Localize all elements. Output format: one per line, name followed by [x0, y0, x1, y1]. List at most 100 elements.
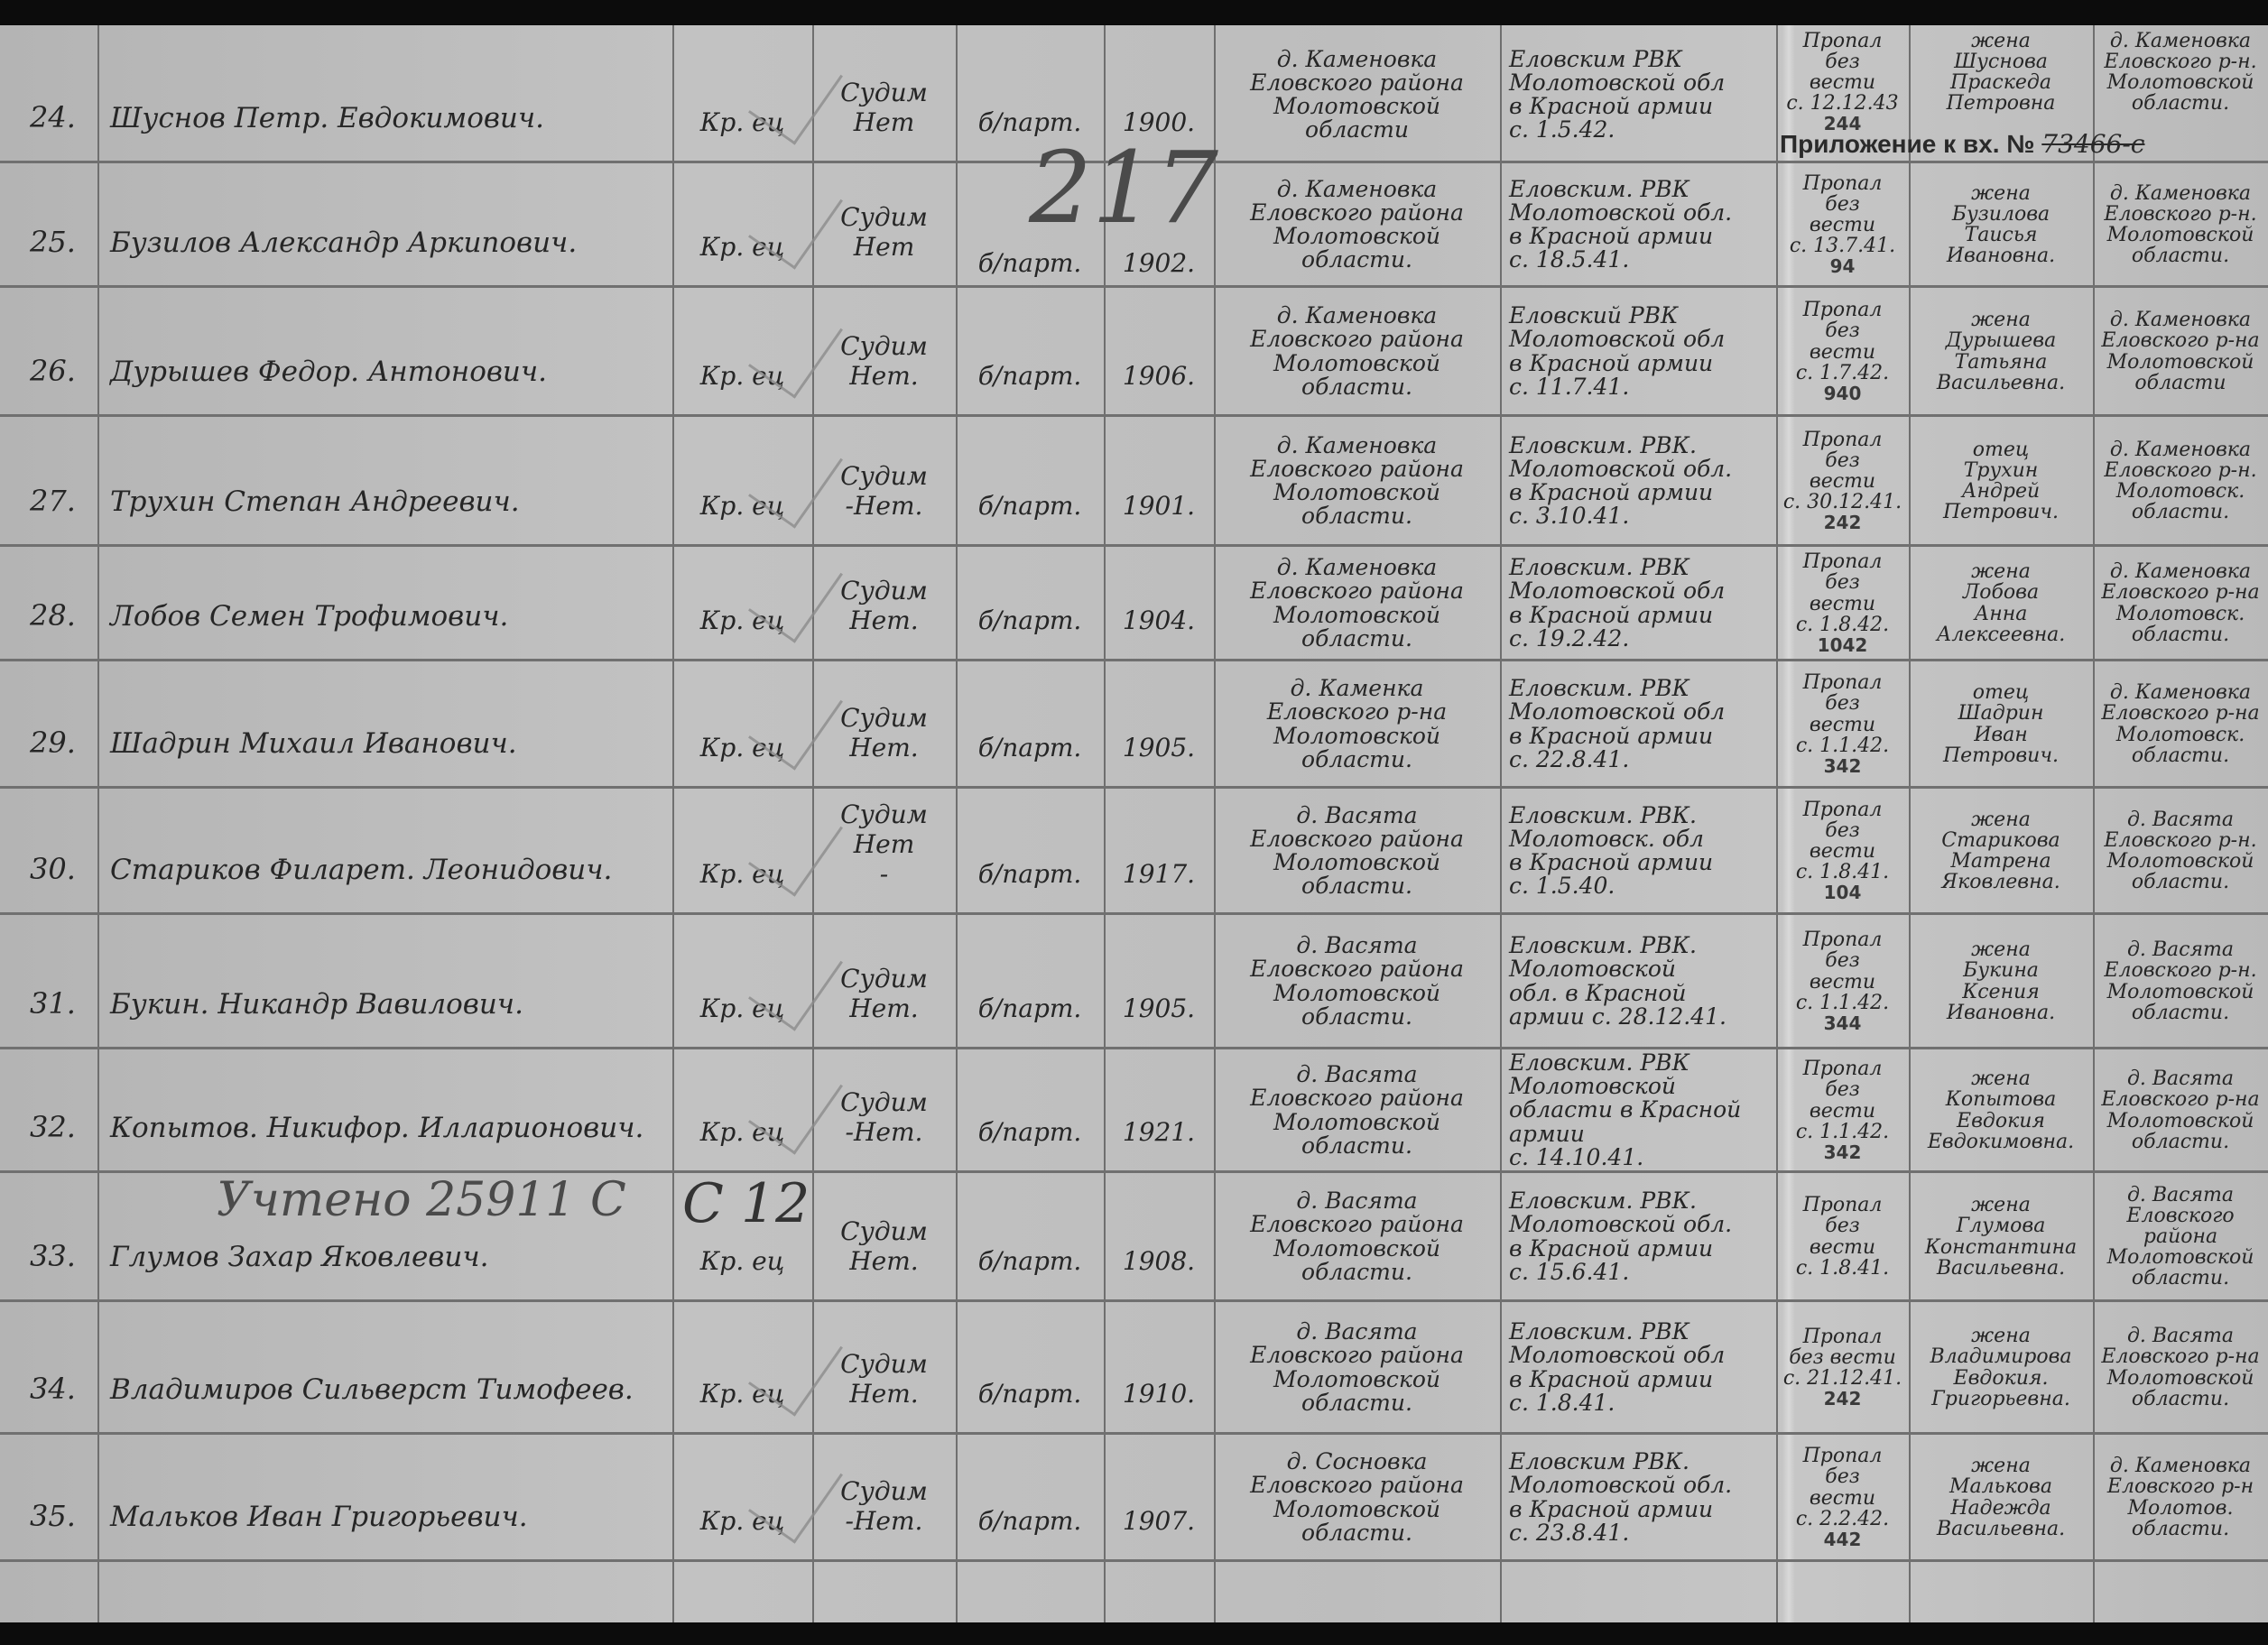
- fate-cell: Пропал без вести с. 1.7.42. 940: [1776, 291, 1909, 412]
- relative-cell: отец Шадрин Иван Петрович.: [1909, 664, 2093, 784]
- draft-info-cell: Еловским. РВК Молотовской обл в Красной …: [1500, 664, 1776, 784]
- draft-info-cell: Еловским РВК. Молотовской обл. в Красной…: [1500, 1437, 1776, 1557]
- fate: Пропал без вести с. 1.1.42.: [1795, 671, 1890, 757]
- birthplace-cell: д. Васята Еловского района Молотовской о…: [1214, 1305, 1500, 1430]
- birth-year: 1906.: [1122, 360, 1196, 391]
- record-code: 94: [1829, 255, 1856, 278]
- party-membership: б/парт.: [977, 732, 1082, 762]
- relative-address: д. Каменовка Еловского р-н Молотов. обла…: [2106, 1455, 2254, 1540]
- birthplace: д. Каменовка Еловского района Молотовско…: [1250, 175, 1464, 273]
- row-number-cell: 30.: [17, 791, 97, 910]
- birthplace: д. Васята Еловского района Молотовской о…: [1250, 1318, 1464, 1416]
- column-divider: [97, 25, 99, 1622]
- draft-info-cell: Еловским. РВК. Молотовской обл. в Красно…: [1500, 1176, 1776, 1298]
- row-number: 34.: [30, 1372, 76, 1407]
- birth-year-cell: 1908.: [1104, 1176, 1214, 1298]
- birth-year-cell: 1900.: [1104, 31, 1214, 159]
- relative: жена Владимирова Евдокия. Григорьевна.: [1930, 1325, 2072, 1410]
- birth-year-cell: 1921.: [1104, 1052, 1214, 1169]
- social-status-cell: Кр. ец: [672, 166, 812, 283]
- party-membership-cell: б/парт.: [956, 1437, 1104, 1557]
- draft-info: Еловским. РВК Молотовской обл в Красной …: [1509, 1318, 1726, 1416]
- relative-address-cell: д. Каменовка Еловского р-н. Молотовской …: [2093, 166, 2268, 283]
- person-name: Копытов. Никифор. Илларионович.: [110, 1112, 644, 1145]
- relative: отец Трухин Андрей Петрович.: [1942, 438, 2060, 524]
- fate-cell: Пропал без вести с. 1.8.41. 104: [1776, 791, 1909, 910]
- birth-year: 1907.: [1122, 1505, 1196, 1536]
- relative: жена Старикова Матрена Яковлевна.: [1941, 808, 2060, 894]
- column-divider: [1214, 25, 1216, 1622]
- circled-mark: С 12: [682, 1172, 810, 1235]
- draft-info-cell: Еловским. РВК Молотовской области в Крас…: [1500, 1050, 1776, 1169]
- party-membership-cell: б/парт.: [956, 918, 1104, 1045]
- column-divider: [812, 25, 814, 1622]
- relative-address-cell: д. Каменовка Еловского р-на Молотовской …: [2093, 291, 2268, 412]
- birthplace-cell: д. Каменовка Еловского района Молотовско…: [1214, 550, 1500, 657]
- row-divider: [0, 1432, 2268, 1435]
- column-divider: [1776, 25, 1778, 1622]
- person-name-cell: Дурышев Федор. Антонович.: [97, 291, 672, 412]
- relative: жена Шуснова Праскеда Петровна: [1946, 30, 2056, 116]
- row-divider: [0, 1170, 2268, 1173]
- draft-info: Еловским. РВК. Молотовской обл. в Красно…: [1509, 1188, 1733, 1285]
- stamp-label: Приложение к вх. №: [1780, 130, 2035, 158]
- social-status-cell: Кр. ец: [672, 791, 812, 910]
- birthplace: д. Каменовка Еловского района Молотовско…: [1250, 45, 1464, 143]
- conviction-cell: Судим -Нет.: [812, 1052, 956, 1169]
- conviction: Судим Нет.: [840, 1215, 928, 1276]
- birth-year: 1905.: [1122, 732, 1196, 762]
- conviction: Судим -Нет.: [840, 1086, 928, 1147]
- relative-address-cell: д. Васята Еловского р-на Молотовской обл…: [2093, 1052, 2268, 1169]
- conviction-cell: Судим Нет.: [812, 550, 956, 657]
- birthplace-cell: д. Васята Еловского района Молотовской о…: [1214, 1176, 1500, 1298]
- accounted-note: Учтено 25911 С: [217, 1173, 626, 1227]
- draft-info: Еловским. РВК. Молотовской обл. в Красно…: [1509, 932, 1726, 1030]
- conviction-cell: Судим Нет.: [812, 918, 956, 1045]
- relative-cell: жена Букина Ксения Ивановна.: [1909, 918, 2093, 1045]
- birthplace: д. Каменовка Еловского района Молотовско…: [1250, 302, 1464, 400]
- record-code: 342: [1823, 754, 1862, 777]
- draft-info-cell: Еловским. РВК Молотовской обл в Красной …: [1500, 550, 1776, 657]
- fate: Пропал без вести с. 1.1.42.: [1795, 1058, 1890, 1143]
- row-number-cell: 27.: [17, 420, 97, 542]
- draft-info: Еловским. РВК Молотовской обл в Красной …: [1509, 675, 1726, 772]
- fate: Пропал без вести с. 1.8.41.: [1795, 1194, 1890, 1280]
- conviction-cell: Судим Нет.: [812, 1305, 956, 1430]
- draft-info: Еловским. РВК Молотовской обл. в Красной…: [1509, 175, 1733, 273]
- row-number-cell: 24.: [17, 31, 97, 159]
- party-membership: б/парт.: [977, 1505, 1082, 1536]
- relative-cell: жена Бузилова Таисья Ивановна.: [1909, 166, 2093, 283]
- birth-year-cell: 1905.: [1104, 918, 1214, 1045]
- fate-cell: Пропал без вести с. 1.8.41.: [1776, 1176, 1909, 1298]
- draft-info: Еловским. РВК. Молотовской обл. в Красно…: [1509, 431, 1733, 530]
- party-membership: б/парт.: [977, 1116, 1082, 1147]
- row-divider: [0, 414, 2268, 417]
- party-membership: б/парт.: [977, 360, 1082, 391]
- column-divider: [672, 25, 674, 1622]
- relative-address-cell: д. Каменовка Еловского р-на Молотовск. о…: [2093, 550, 2268, 657]
- birth-year: 1901.: [1122, 490, 1196, 521]
- party-membership: б/парт.: [977, 106, 1082, 137]
- party-membership-cell: б/парт.: [956, 1052, 1104, 1169]
- social-status: Кр. ец: [699, 993, 785, 1023]
- person-name-cell: Бузилов Александр Аркипович.: [97, 166, 672, 283]
- row-divider: [0, 659, 2268, 661]
- person-name-cell: Мальков Иван Григорьевич.: [97, 1437, 672, 1557]
- party-membership: б/парт.: [977, 247, 1082, 278]
- relative-address-cell: д. Васята Еловского р-н. Молотовской обл…: [2093, 791, 2268, 910]
- conviction-cell: Судим -Нет.: [812, 1437, 956, 1557]
- paper-fold: [1782, 25, 1795, 1622]
- birth-year-cell: 1905.: [1104, 664, 1214, 784]
- draft-info-cell: Еловским. РВК Молотовской обл в Красной …: [1500, 1305, 1776, 1430]
- relative: жена Лобова Анна Алексеевна.: [1936, 560, 2066, 646]
- person-name: Бузилов Александр Аркипович.: [110, 226, 578, 260]
- relative: жена Копытова Евдокия Евдокимовна.: [1927, 1067, 2075, 1153]
- row-number-cell: 32.: [17, 1052, 97, 1169]
- row-number-cell: 26.: [17, 291, 97, 412]
- conviction: Судим Нет: [840, 77, 928, 137]
- conviction-cell: Судим Нет.: [812, 1176, 956, 1298]
- party-membership-cell: б/парт.: [956, 291, 1104, 412]
- conviction: Судим Нет.: [840, 963, 928, 1023]
- draft-info-cell: Еловским. РВК. Молотовск. обл в Красной …: [1500, 791, 1776, 910]
- fate-cell: Пропал без вести с. 2.2.42. 442: [1776, 1437, 1909, 1557]
